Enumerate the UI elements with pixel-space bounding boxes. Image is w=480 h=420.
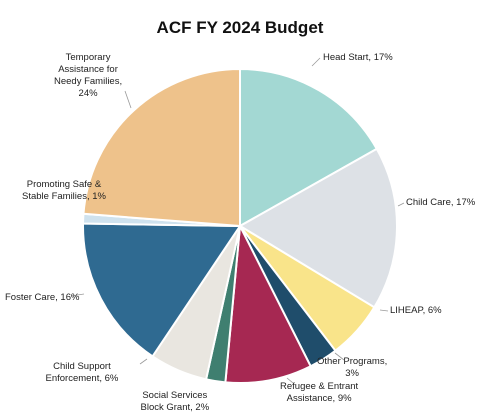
slice-data-label: Temporary Assistance for Needy Families, 24… [54, 52, 122, 100]
leader-line [70, 293, 85, 297]
slice-data-label: Head Start, 17% [323, 52, 393, 64]
slice-label-line: Assistance, 9% [286, 393, 352, 404]
leader-line [397, 202, 405, 207]
slice-label-line: Refugee & Entrant [280, 381, 359, 392]
slice-label-line: Promoting Safe & [26, 179, 102, 190]
slice-label-line: Child Care, 17% [406, 197, 476, 208]
slice-data-label: Child Support Enforcement, 6% [46, 361, 119, 385]
slice-label-line: Other Programs, [317, 356, 388, 367]
slice-label-line: Needy Families, [54, 76, 123, 87]
slice-data-label: Other Programs, 3% [317, 356, 387, 380]
slice-label-line: 24% [78, 88, 98, 99]
leader-line [124, 90, 132, 109]
pie-slice-head-start [239, 67, 379, 228]
chart-title: ACF FY 2024 Budget [156, 18, 324, 37]
slice-label-line: Stable Families, 1% [22, 191, 106, 202]
slice-label-line: Foster Care, 16% [5, 292, 80, 303]
slice-label-line: Assistance for [58, 64, 118, 75]
leader-line [379, 309, 389, 312]
slice-label-line: Block Grant, 2% [140, 402, 210, 413]
pie-slice-child-care [238, 147, 398, 309]
slice-data-label: Child Care, 17% [406, 197, 475, 209]
slice-data-label: LIHEAP, 6% [390, 305, 442, 317]
leader-line [334, 352, 345, 361]
leader-line [139, 358, 148, 365]
pie-slice-temporary-assistance-for-needy-families [82, 67, 241, 228]
slice-label-line: Head Start, 17% [323, 52, 393, 63]
leader-line [286, 377, 294, 384]
slice-label-line: Enforcement, 6% [45, 373, 119, 384]
leader-line [311, 57, 321, 67]
slice-label-line: 3% [345, 368, 359, 379]
slice-label-line: Child Support [53, 361, 111, 372]
slice-label-line: Social Services [142, 390, 208, 401]
slice-label-line: Temporary [65, 52, 111, 63]
slice-data-label: Refugee & Entrant Assistance, 9% [280, 381, 358, 405]
pie-slice-refugee-entrant-assistance [224, 222, 312, 384]
slice-data-label: Promoting Safe & Stable Families, 1% [22, 179, 106, 203]
slice-label-line: LIHEAP, 6% [390, 305, 442, 316]
pie-slice-foster-care [82, 222, 242, 358]
slice-data-label: Foster Care, 16% [5, 292, 79, 304]
slice-data-label: Social Services Block Grant, 2% [141, 390, 210, 414]
